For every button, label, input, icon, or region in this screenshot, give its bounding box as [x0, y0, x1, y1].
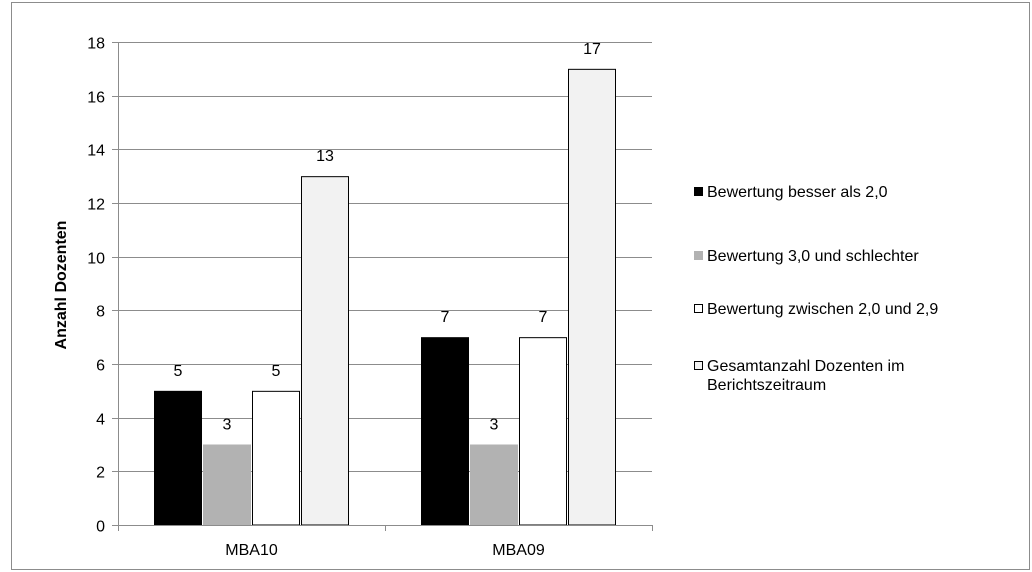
- y-tick-label: 16: [87, 90, 105, 107]
- data-label: 13: [316, 148, 334, 165]
- legend-label-0: Bewertung besser als 2,0: [707, 184, 888, 201]
- legend-item: Gesamtanzahl Dozenten im Berichtszeitrau…: [694, 357, 964, 395]
- y-tick-label: 2: [96, 465, 105, 482]
- bar: [203, 444, 251, 526]
- data-label: 5: [272, 363, 281, 380]
- data-label: 3: [490, 417, 499, 434]
- bar: [568, 68, 616, 526]
- legend-label-2: Bewertung zwischen 2,0 und 2,9: [707, 301, 939, 318]
- data-label: 7: [441, 309, 450, 326]
- bar: [252, 390, 300, 526]
- bar: [470, 444, 518, 526]
- legend-item: Bewertung 3,0 und schlechter: [694, 247, 1024, 300]
- y-tick-label: 4: [96, 412, 105, 429]
- axes: 0 2 4 6 8 10 12 14 16 18 MBA10 MBA09: [87, 36, 653, 559]
- bar: [154, 390, 202, 526]
- legend: Bewertung besser als 2,0 Bewertung 3,0 u…: [694, 183, 1024, 395]
- data-label: 5: [174, 363, 183, 380]
- y-axis-title: Anzahl Dozenten: [53, 221, 70, 350]
- bar: [519, 337, 567, 526]
- bar: [421, 337, 469, 526]
- y-tick-label: 12: [87, 197, 105, 214]
- legend-swatch-1: [694, 251, 703, 260]
- legend-item: Bewertung besser als 2,0: [694, 183, 1024, 247]
- x-category-label: MBA10: [225, 542, 278, 559]
- legend-swatch-0: [694, 187, 703, 196]
- bar: [301, 176, 349, 526]
- x-category-label: MBA09: [492, 542, 545, 559]
- legend-item: Bewertung zwischen 2,0 und 2,9: [694, 300, 1024, 357]
- legend-swatch-3: [694, 361, 703, 370]
- data-labels: 5 3 5 13 7 3 7 17: [174, 41, 601, 434]
- bars: [154, 68, 616, 526]
- y-tick-label: 14: [87, 143, 105, 160]
- y-tick-label: 0: [96, 519, 105, 536]
- legend-swatch-2: [694, 304, 703, 313]
- y-tick-label: 8: [96, 304, 105, 321]
- y-tick-label: 10: [87, 251, 105, 268]
- data-label: 17: [583, 41, 601, 58]
- legend-label-1: Bewertung 3,0 und schlechter: [707, 248, 919, 265]
- legend-label-3: Gesamtanzahl Dozenten im Berichtszeitrau…: [707, 358, 905, 394]
- data-label: 3: [223, 417, 232, 434]
- y-tick-label: 6: [96, 358, 105, 375]
- y-tick-label: 18: [87, 36, 105, 53]
- data-label: 7: [539, 309, 548, 326]
